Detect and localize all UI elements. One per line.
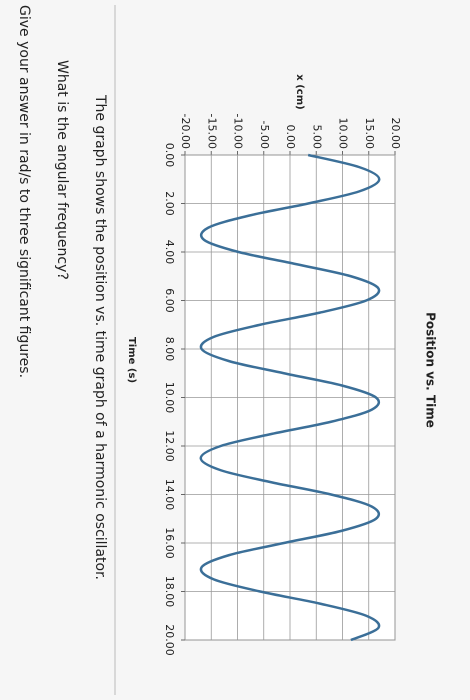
y-tick-label: 5.00: [310, 125, 323, 150]
x-tick-label: 12.00: [163, 430, 176, 462]
y-tick-label: 0.00: [284, 125, 297, 150]
x-tick-label: 0.00: [163, 143, 176, 168]
x-tick-label: 18.00: [163, 576, 176, 608]
y-tick-label: -10.00: [232, 114, 245, 149]
question-line: What is the angular frequency?: [54, 60, 70, 280]
question-line: Give your answer in rad/s to three signi…: [16, 5, 32, 379]
y-tick-label: -20.00: [179, 114, 192, 149]
question-line: The graph shows the position vs. time gr…: [92, 95, 108, 580]
y-axis-label: x (cm): [294, 74, 305, 109]
y-tick-label: -5.00: [258, 121, 271, 149]
x-tick-label: 20.00: [163, 624, 176, 656]
x-tick-label: 2.00: [163, 191, 176, 216]
y-tick-label: 10.00: [337, 118, 350, 150]
x-tick-label: 8.00: [163, 337, 176, 362]
x-tick-label: 10.00: [163, 382, 176, 414]
y-tick-label: 20.00: [389, 118, 402, 150]
series-line: [199, 153, 381, 642]
x-tick-label: 16.00: [163, 527, 176, 559]
x-tick-label: 4.00: [163, 240, 176, 265]
x-tick-label: 6.00: [163, 288, 176, 313]
y-tick-label: -15.00: [205, 114, 218, 149]
x-axis-label: Time (s): [126, 337, 137, 383]
chart-title: Position vs. Time: [424, 312, 438, 428]
y-tick-label: 15.00: [363, 118, 376, 150]
x-tick-label: 14.00: [163, 479, 176, 511]
